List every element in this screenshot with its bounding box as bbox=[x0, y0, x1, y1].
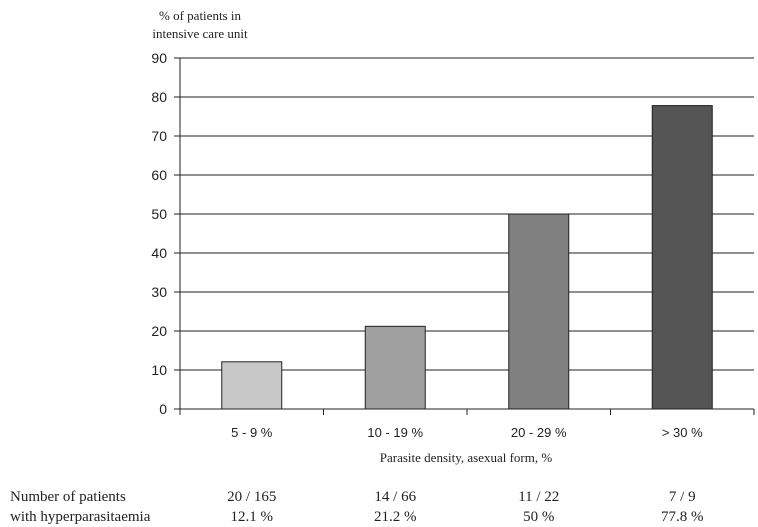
bars bbox=[221, 105, 713, 410]
y-tick-label: 60 bbox=[151, 167, 167, 183]
table-count-cell: 11 / 22 bbox=[518, 489, 559, 505]
y-tick-label: 90 bbox=[151, 50, 167, 66]
y-axis-title-line-2: intensive care unit bbox=[152, 26, 248, 41]
table-count-cell: 14 / 66 bbox=[374, 489, 416, 505]
bar-1 bbox=[221, 361, 283, 410]
bar-2 bbox=[364, 325, 426, 410]
table-count-cell: 20 / 165 bbox=[227, 489, 276, 505]
x-tick-label: 20 - 29 % bbox=[511, 425, 567, 440]
y-tick-label: 80 bbox=[151, 89, 167, 105]
x-tick-label: 10 - 19 % bbox=[367, 425, 423, 440]
x-tick-label: 5 - 9 % bbox=[231, 425, 273, 440]
y-tick-label: 10 bbox=[151, 362, 167, 378]
table-row-label-line-2: with hyperparasitaemia bbox=[10, 509, 151, 525]
y-tick-label: 50 bbox=[151, 206, 167, 222]
y-axis-title-line-1: % of patients in bbox=[159, 8, 241, 23]
bar-4 bbox=[651, 105, 713, 410]
x-axis-title: Parasite density, asexual form, % bbox=[380, 450, 553, 465]
y-tick-label: 70 bbox=[151, 128, 167, 144]
table-row-label-line-1: Number of patients bbox=[10, 489, 126, 505]
y-tick-label: 0 bbox=[159, 401, 167, 417]
y-tick-labels: 0 10 20 30 40 50 60 70 80 90 bbox=[151, 50, 180, 417]
axes bbox=[179, 58, 755, 415]
table-percent-cell: 77.8 % bbox=[661, 509, 704, 525]
x-tick-label: > 30 % bbox=[662, 425, 703, 440]
y-tick-label: 30 bbox=[151, 284, 167, 300]
table-cells: 20 / 165 12.1 % 14 / 66 21.2 % 11 / 22 50 % 7 … bbox=[227, 489, 703, 525]
table-percent-cell: 12.1 % bbox=[231, 509, 274, 525]
y-tick-label: 40 bbox=[151, 245, 167, 261]
x-tick-labels: 5 - 9 % 10 - 19 % 20 - 29 % > 30 % bbox=[231, 425, 703, 440]
table-count-cell: 7 / 9 bbox=[669, 489, 696, 505]
bar-3 bbox=[508, 213, 570, 410]
y-tick-label: 20 bbox=[151, 323, 167, 339]
table-percent-cell: 21.2 % bbox=[374, 509, 417, 525]
gridlines bbox=[180, 57, 754, 371]
table-percent-cell: 50 % bbox=[523, 509, 554, 525]
